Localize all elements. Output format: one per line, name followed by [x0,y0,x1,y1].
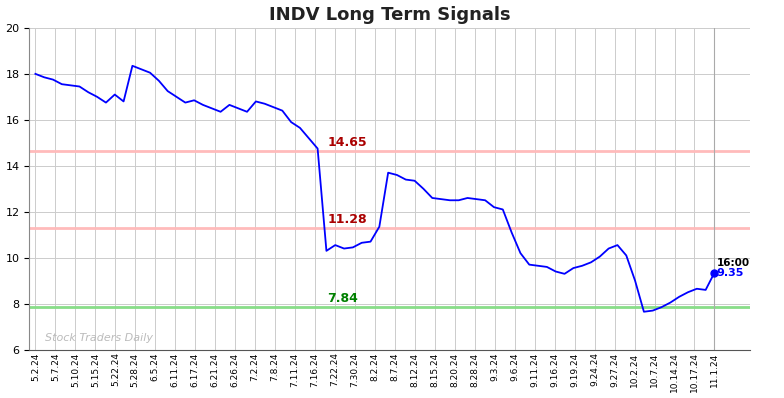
Text: 16:00: 16:00 [717,258,750,268]
Text: 9.35: 9.35 [717,268,744,278]
Text: Stock Traders Daily: Stock Traders Daily [45,333,154,343]
Text: 7.84: 7.84 [328,292,358,305]
Text: 14.65: 14.65 [328,136,367,149]
Text: 11.28: 11.28 [328,213,367,226]
Title: INDV Long Term Signals: INDV Long Term Signals [269,6,510,23]
